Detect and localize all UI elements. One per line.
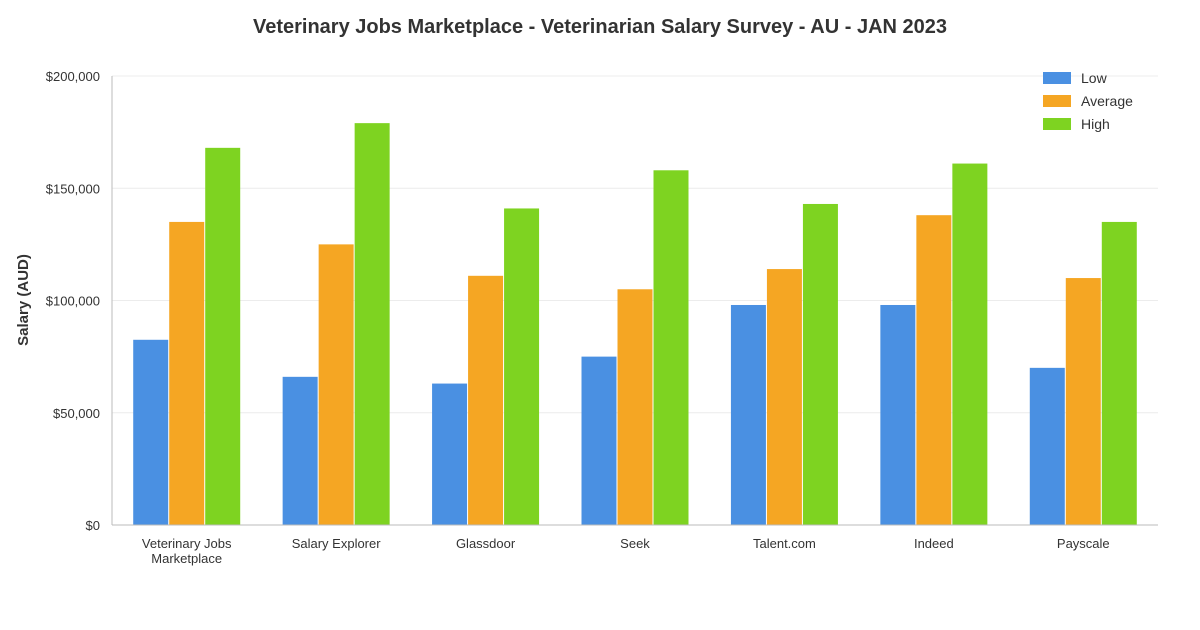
y-tick-label: $0 [86, 518, 100, 533]
bar-low-5 [880, 304, 916, 525]
legend-swatch-average [1043, 95, 1071, 107]
legend-label: Average [1081, 93, 1133, 109]
legend: Low Average High [1043, 70, 1133, 132]
bar-low-3 [581, 356, 617, 525]
bar-high-4 [802, 203, 838, 525]
y-axis-ticks: $0 $50,000 $100,000 $150,000 $200,000 [46, 69, 100, 533]
bar-low-2 [432, 383, 468, 525]
y-tick-label: $150,000 [46, 181, 100, 196]
bar-low-0 [133, 339, 169, 525]
bar-high-6 [1101, 221, 1137, 526]
bar-high-3 [653, 170, 689, 526]
y-tick-label: $100,000 [46, 294, 100, 309]
y-tick-label: $50,000 [53, 406, 100, 421]
bar-low-1 [282, 376, 318, 525]
bar-average-6 [1065, 278, 1101, 525]
bar-high-5 [952, 163, 988, 525]
bar-high-1 [354, 123, 390, 526]
bar-average-2 [468, 275, 504, 525]
y-tick-label: $200,000 [46, 69, 100, 84]
bar-low-6 [1029, 367, 1065, 525]
bar-average-0 [169, 221, 205, 526]
bar-average-1 [318, 244, 354, 525]
chart-title: Veterinary Jobs Marketplace - Veterinari… [253, 16, 947, 38]
y-axis-label: Salary (AUD) [15, 254, 32, 346]
bar-average-3 [617, 289, 653, 525]
x-tick-label: Payscale [1057, 536, 1110, 551]
x-tick-label: Salary Explorer [292, 536, 382, 551]
x-tick-label: Glassdoor [456, 536, 516, 551]
x-tick-label: Marketplace [151, 551, 222, 566]
x-tick-label: Seek [620, 536, 650, 551]
legend-label: High [1081, 116, 1110, 132]
bar-average-5 [916, 215, 952, 525]
x-tick-label: Talent.com [753, 536, 816, 551]
legend-label: Low [1081, 70, 1108, 86]
legend-swatch-high [1043, 118, 1071, 130]
x-tick-label: Indeed [914, 536, 954, 551]
legend-swatch-low [1043, 72, 1071, 84]
bar-high-0 [205, 147, 241, 525]
bar-high-2 [504, 208, 540, 525]
bar-average-4 [766, 269, 802, 525]
bars [133, 123, 1137, 526]
x-tick-label: Veterinary Jobs [142, 536, 232, 551]
bar-low-4 [730, 304, 766, 525]
